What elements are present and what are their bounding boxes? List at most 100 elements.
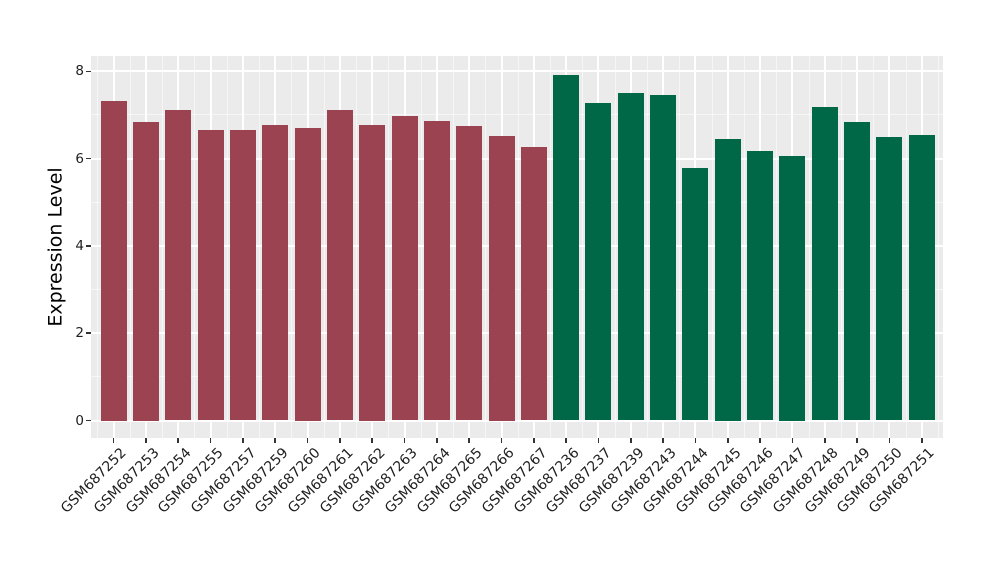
gridline-minor-v <box>420 56 422 438</box>
x-tick <box>597 438 600 443</box>
bar <box>779 155 806 421</box>
gridline-major-h <box>91 157 943 160</box>
gridline-minor-v <box>873 56 875 438</box>
bar <box>423 121 450 421</box>
y-tick-label: 4 <box>75 237 84 254</box>
gridline-minor-v <box>226 56 228 438</box>
bar <box>488 135 515 421</box>
x-tick <box>145 438 147 443</box>
y-tick <box>86 419 91 422</box>
gridline-minor-v <box>388 56 390 438</box>
gridline-minor-v <box>194 56 196 438</box>
x-tick <box>759 438 761 443</box>
bar <box>682 167 709 421</box>
x-tick <box>630 438 632 443</box>
gridline-minor-v <box>711 56 713 438</box>
y-tick <box>86 332 91 334</box>
bar <box>617 93 644 421</box>
x-tick <box>500 438 503 443</box>
bar <box>520 146 547 421</box>
x-tick <box>824 438 826 443</box>
gridline-minor-v <box>323 56 325 438</box>
gridline-minor-v <box>97 56 99 438</box>
gridline-minor-v <box>582 56 584 438</box>
bar <box>844 122 871 421</box>
gridline-minor-v <box>808 56 810 438</box>
x-tick <box>339 438 341 443</box>
x-tick <box>209 438 212 443</box>
x-tick <box>533 438 535 443</box>
y-tick-label: 2 <box>75 325 84 342</box>
bar <box>294 128 321 421</box>
gridline-minor-v <box>129 56 131 438</box>
x-tick <box>306 438 309 443</box>
gridline-major-h <box>91 70 943 73</box>
y-tick <box>86 245 91 247</box>
bar <box>132 121 159 421</box>
gridline-minor-v <box>453 56 454 438</box>
y-tick <box>86 70 91 73</box>
x-tick <box>856 438 858 443</box>
gridline-minor-v <box>776 56 778 438</box>
gridline-minor-h <box>91 289 943 291</box>
bar <box>359 125 386 421</box>
y-tick-label: 8 <box>75 63 84 80</box>
x-tick <box>371 438 373 443</box>
x-tick <box>436 438 438 443</box>
bar <box>908 134 935 421</box>
gridline-minor-v <box>485 56 487 438</box>
bar <box>456 125 483 421</box>
gridline-minor-h <box>91 114 943 116</box>
gridline-major-h <box>91 244 943 247</box>
x-tick <box>177 438 179 443</box>
bar <box>391 115 418 421</box>
x-tick <box>112 438 115 443</box>
bar <box>165 110 192 421</box>
bar <box>650 95 677 421</box>
x-tick <box>727 438 729 443</box>
gridline-minor-v <box>259 56 260 438</box>
x-tick <box>242 438 244 443</box>
x-tick <box>403 438 406 443</box>
bar <box>811 106 838 421</box>
bar <box>747 151 774 421</box>
gridline-major-h <box>91 332 943 335</box>
gridline-minor-v <box>291 56 293 438</box>
bar <box>262 125 289 421</box>
gridline-minor-h <box>91 376 943 378</box>
gridline-major-h <box>91 419 943 422</box>
bar <box>197 130 224 421</box>
x-tick <box>274 438 276 443</box>
gridline-minor-v <box>517 56 519 438</box>
gridline-minor-v <box>679 56 681 438</box>
y-tick <box>86 157 91 160</box>
gridline-minor-v <box>937 56 939 438</box>
gridline-minor-v <box>550 56 551 438</box>
gridline-minor-v <box>743 56 745 438</box>
x-tick <box>921 438 923 443</box>
bar <box>229 129 256 421</box>
gridline-minor-v <box>162 56 163 438</box>
x-tick <box>468 438 470 443</box>
gridline-minor-v <box>905 56 907 438</box>
y-tick-label: 0 <box>75 412 84 429</box>
gridline-minor-v <box>840 56 842 438</box>
bar <box>876 137 903 421</box>
gridline-minor-v <box>356 56 357 438</box>
bar <box>100 100 127 421</box>
plot-panel <box>91 56 943 438</box>
bar <box>326 110 353 421</box>
gridline-minor-v <box>646 56 648 438</box>
gridline-minor-v <box>614 56 616 438</box>
gridline-minor-h <box>91 201 943 203</box>
bar <box>585 103 612 421</box>
bar <box>553 75 580 421</box>
x-tick <box>662 438 664 443</box>
x-tick <box>694 438 697 443</box>
x-tick <box>565 438 567 443</box>
bar <box>714 138 741 421</box>
y-tick-label: 6 <box>75 150 84 167</box>
x-tick <box>888 438 891 443</box>
x-tick <box>791 438 794 443</box>
